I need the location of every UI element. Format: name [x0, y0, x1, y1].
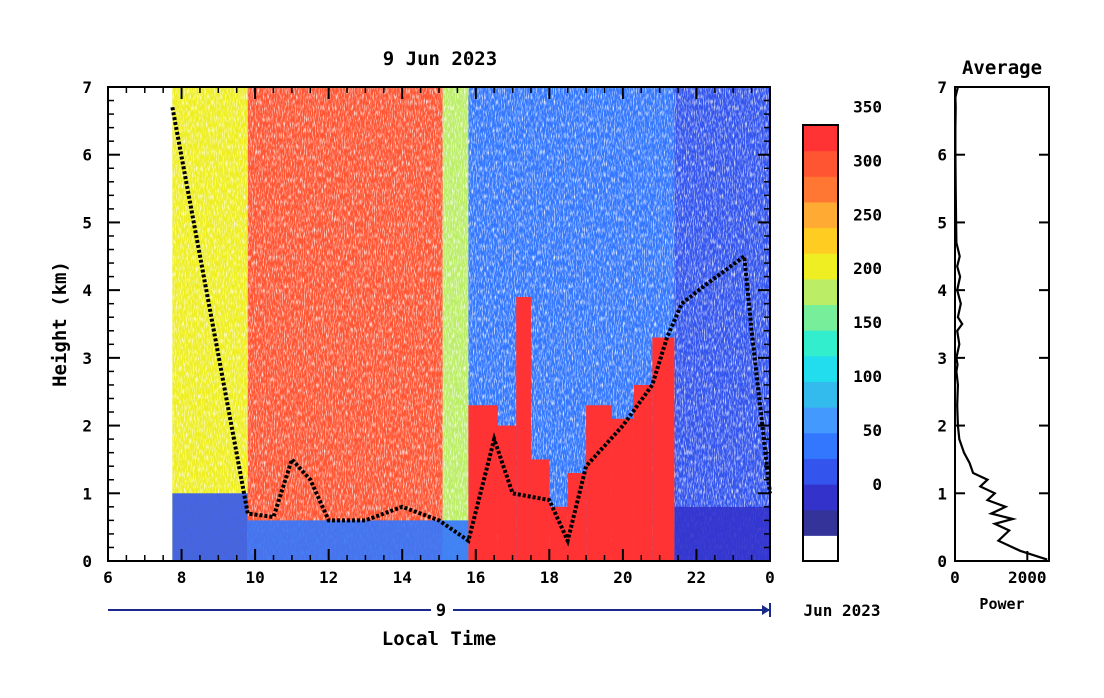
- colorbar-tick-label: 50: [863, 421, 882, 440]
- x-tick-label: 18: [540, 568, 559, 587]
- plume-cell: [497, 425, 517, 561]
- heatmap-region-speckle: [442, 87, 469, 561]
- colorbar-tick-label: 300: [853, 151, 882, 170]
- colorbar-box: [803, 278, 838, 306]
- average-y-tick-label: 6: [937, 146, 947, 165]
- average-profile: Average 0 2000 0 1 2 3 4 5 6 7 Power: [937, 57, 1050, 613]
- y-axis-ticks: 0 1 2 3 4 5 6 7: [82, 78, 770, 571]
- average-y-tick-label: 5: [937, 213, 947, 232]
- surface-layer: [247, 520, 469, 561]
- colorbar-box: [803, 432, 838, 459]
- average-x-label: Power: [979, 595, 1024, 613]
- x-tick-label: 0: [765, 568, 775, 587]
- colorbar-tick-label: 150: [853, 313, 882, 332]
- colorbar-box: [803, 535, 838, 562]
- colorbar-box: [803, 355, 838, 382]
- x-tick-label: 20: [613, 568, 632, 587]
- average-y-tick-label: 2: [937, 417, 947, 436]
- colorbar-box: [803, 253, 838, 280]
- colorbar-box: [803, 381, 838, 408]
- average-power-line: [954, 86, 1048, 561]
- date-axis-day-label: 9: [436, 601, 446, 621]
- colorbar: 0 50 100 150 200 250 300 350: [802, 97, 882, 562]
- heatmap-region-speckle: [247, 87, 443, 561]
- average-y-tick-label: 3: [937, 349, 947, 368]
- plume-cell: [611, 418, 634, 561]
- x-tick-label: 8: [177, 568, 187, 587]
- boundary-layer-line: [170, 106, 772, 547]
- x-tick-label: 14: [393, 568, 412, 587]
- y-tick-label: 5: [82, 213, 92, 232]
- chart-title: 9 Jun 2023: [383, 48, 497, 70]
- date-axis-month-label: Jun 2023: [803, 601, 880, 620]
- x-tick-label: 10: [245, 568, 264, 587]
- colorbar-tick-label: 100: [853, 367, 882, 386]
- colorbar-tick-label: 0: [872, 475, 882, 494]
- average-y-tick-label: 0: [937, 552, 947, 571]
- average-y-tick-label: 1: [937, 484, 947, 503]
- colorbar-box: [803, 509, 838, 536]
- average-y-tick-label: 4: [937, 281, 947, 300]
- colorbar-box: [803, 458, 838, 485]
- date-axis-label-bg: [431, 600, 453, 620]
- colorbar-box: [803, 407, 838, 434]
- date-axis-arrow-icon: [762, 605, 770, 615]
- average-y-ticks: 0 1 2 3 4 5 6 7: [937, 78, 1049, 571]
- y-axis-label: Height (km): [49, 261, 71, 387]
- y-tick-label: 1: [82, 484, 92, 503]
- colorbar-box: [803, 125, 838, 152]
- x-tick-label: 6: [103, 568, 113, 587]
- plume-cell: [633, 384, 653, 561]
- surface-layer: [674, 506, 770, 561]
- colorbar-box: [803, 227, 838, 254]
- colorbar-box: [803, 330, 838, 357]
- x-axis-ticks: 6 8 10 12 14 16 18 20 22 0: [103, 87, 775, 587]
- y-tick-label: 2: [82, 417, 92, 436]
- y-tick-label: 7: [82, 78, 92, 97]
- plume-cell: [567, 472, 587, 561]
- colorbar-box: [803, 484, 838, 511]
- y-tick-label: 3: [82, 349, 92, 368]
- average-title: Average: [962, 57, 1042, 79]
- colorbar-tick-labels: 0 50 100 150 200 250 300 350: [853, 97, 882, 494]
- y-tick-label: 4: [82, 281, 92, 300]
- plume-cell: [549, 506, 568, 561]
- x-tick-label: 12: [319, 568, 338, 587]
- y-tick-label: 6: [82, 146, 92, 165]
- colorbar-tick-label: 350: [853, 97, 882, 116]
- plume-cell: [586, 405, 612, 561]
- colorbar-tick-label: 250: [853, 205, 882, 224]
- colorbar-box: [803, 304, 838, 331]
- heatmap-region-speckle: [674, 87, 770, 561]
- plume-cell: [516, 296, 531, 561]
- plume-cell: [652, 337, 675, 561]
- x-tick-label: 16: [466, 568, 485, 587]
- x-axis-label: Local Time: [382, 628, 496, 650]
- colorbar-box: [803, 176, 838, 203]
- average-frame: [954, 86, 1050, 562]
- average-y-tick-label: 7: [937, 78, 947, 97]
- surface-layer: [172, 493, 248, 561]
- average-x-tick-label: 0: [950, 568, 960, 587]
- average-x-tick-label: 2000: [1008, 568, 1047, 587]
- average-x-ticks: 0 2000: [950, 551, 1047, 587]
- colorbar-boxes: [803, 125, 838, 562]
- colorbar-tick-label: 200: [853, 259, 882, 278]
- colorbar-box: [803, 150, 838, 177]
- plume-cell: [530, 459, 550, 561]
- y-tick-label: 0: [82, 552, 92, 571]
- colorbar-frame: [802, 124, 839, 562]
- x-tick-label: 22: [687, 568, 706, 587]
- colorbar-box: [803, 201, 838, 229]
